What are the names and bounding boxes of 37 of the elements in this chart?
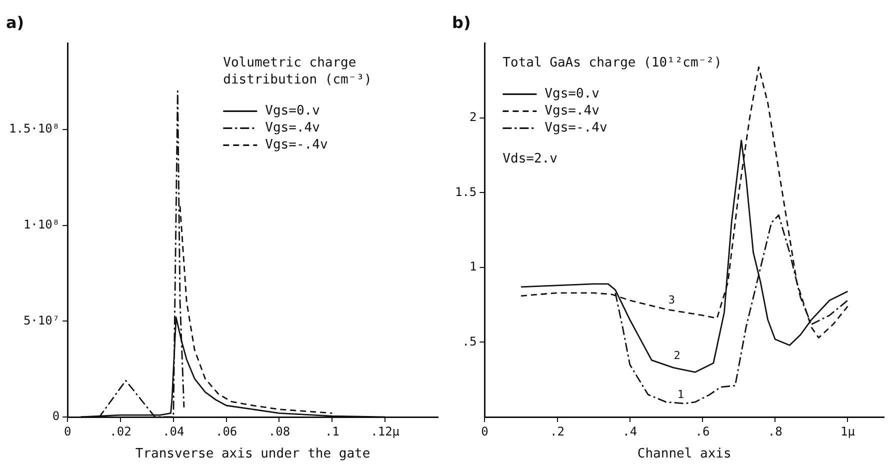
legend-label: Vgs=0.v xyxy=(265,104,320,119)
x-tick-label: .04 xyxy=(162,424,184,438)
x-tick-label: .02 xyxy=(110,424,132,438)
annotation: 1 xyxy=(677,388,684,401)
x-tick-label: .4 xyxy=(622,424,638,438)
legend-label: Vgs=0.v xyxy=(544,86,600,102)
legend-label: Vgs=.4v xyxy=(544,104,600,119)
y-tick-label: 1·10⁸ xyxy=(23,217,60,232)
x-tick-label: .6 xyxy=(695,424,710,438)
chart-title: a) xyxy=(6,12,24,32)
chart-title: b) xyxy=(452,12,471,32)
legend-label: Vgs=-.4v xyxy=(544,120,608,136)
y-tick-label: 2 xyxy=(469,110,477,124)
x-tick-label: .2 xyxy=(550,424,565,438)
y-tick-label: 5·10⁷ xyxy=(23,313,60,328)
x-tick-label: .12μ xyxy=(370,424,400,438)
legend-label: Vgs=.4v xyxy=(265,120,320,136)
y-tick-label: 1.5·10⁸ xyxy=(8,122,60,136)
y-tick-label: 1 xyxy=(469,260,477,274)
x-tick-label: 0 xyxy=(64,424,72,438)
x-tick-label: .8 xyxy=(768,424,782,438)
y-tick-label: 1.5 xyxy=(454,184,477,199)
annotation: Vds=2.v xyxy=(502,152,558,167)
y-tick-label: 0 xyxy=(52,409,60,424)
annotation: Total GaAs charge (10¹²cm⁻²) xyxy=(502,56,722,71)
annotation: 2 xyxy=(674,349,680,362)
x-tick-label: .1 xyxy=(324,424,340,438)
annotation: Volumetric charge distribution (cm⁻³) xyxy=(223,56,372,88)
y-tick-label: .5 xyxy=(462,334,477,348)
x-axis-title: Transverse axis under the gate xyxy=(135,446,370,462)
x-tick-label: .08 xyxy=(268,424,290,438)
x-tick-label: 0 xyxy=(481,424,488,438)
legend-label: Vgs=-.4v xyxy=(265,138,328,153)
x-tick-label: 1μ xyxy=(840,424,855,438)
x-tick-label: .06 xyxy=(215,424,238,438)
x-axis-title: Channel axis xyxy=(637,446,732,462)
annotation: 3 xyxy=(668,294,675,307)
